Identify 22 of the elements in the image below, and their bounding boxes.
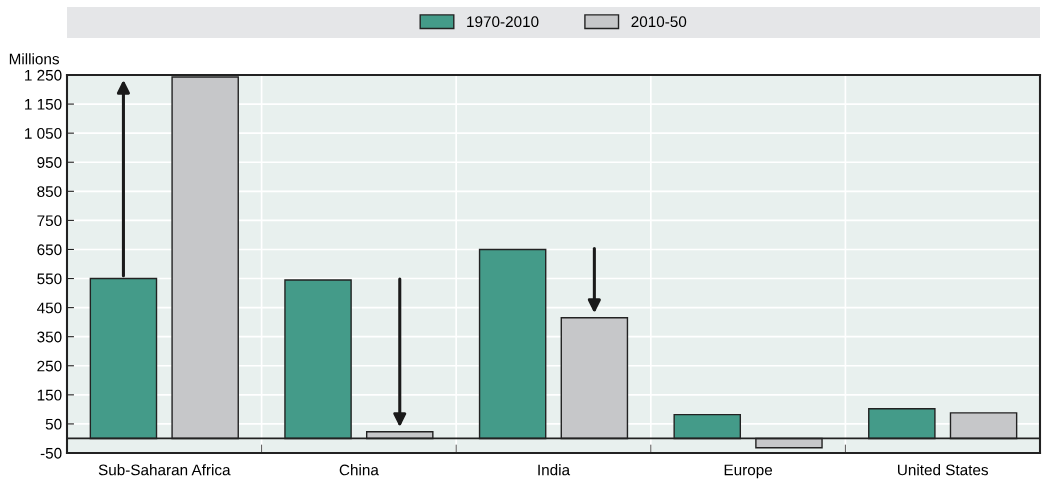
- y-tick-label: 350: [37, 331, 62, 343]
- legend-label: 2010-50: [631, 16, 687, 28]
- x-tick-label: United States: [898, 464, 989, 476]
- y-tick-label: 50: [45, 418, 62, 430]
- y-axis-title: Millions: [9, 53, 59, 65]
- x-tick-label: Europe: [724, 464, 773, 479]
- y-tick-label: -50: [40, 447, 62, 459]
- y-tick-label: 950: [37, 157, 62, 168]
- y-tick-label: 1 050: [25, 128, 62, 139]
- y-tick-label: 550: [37, 273, 62, 285]
- y-tick-label: 150: [37, 389, 62, 401]
- y-tick-label: 650: [37, 244, 62, 256]
- legend-label: 1970-2010: [467, 16, 539, 28]
- y-tick-label: 1 150: [25, 98, 62, 110]
- y-tick-label: 450: [37, 302, 62, 314]
- x-tick-label: China: [339, 464, 379, 476]
- y-tick-label: 750: [37, 215, 62, 227]
- x-tick-label: India: [538, 464, 571, 476]
- y-tick-label: 1 250: [25, 69, 62, 81]
- x-tick-label: Sub-Saharan Africa: [98, 464, 231, 476]
- y-tick-label: 850: [37, 186, 62, 197]
- y-tick-label: 250: [37, 360, 62, 372]
